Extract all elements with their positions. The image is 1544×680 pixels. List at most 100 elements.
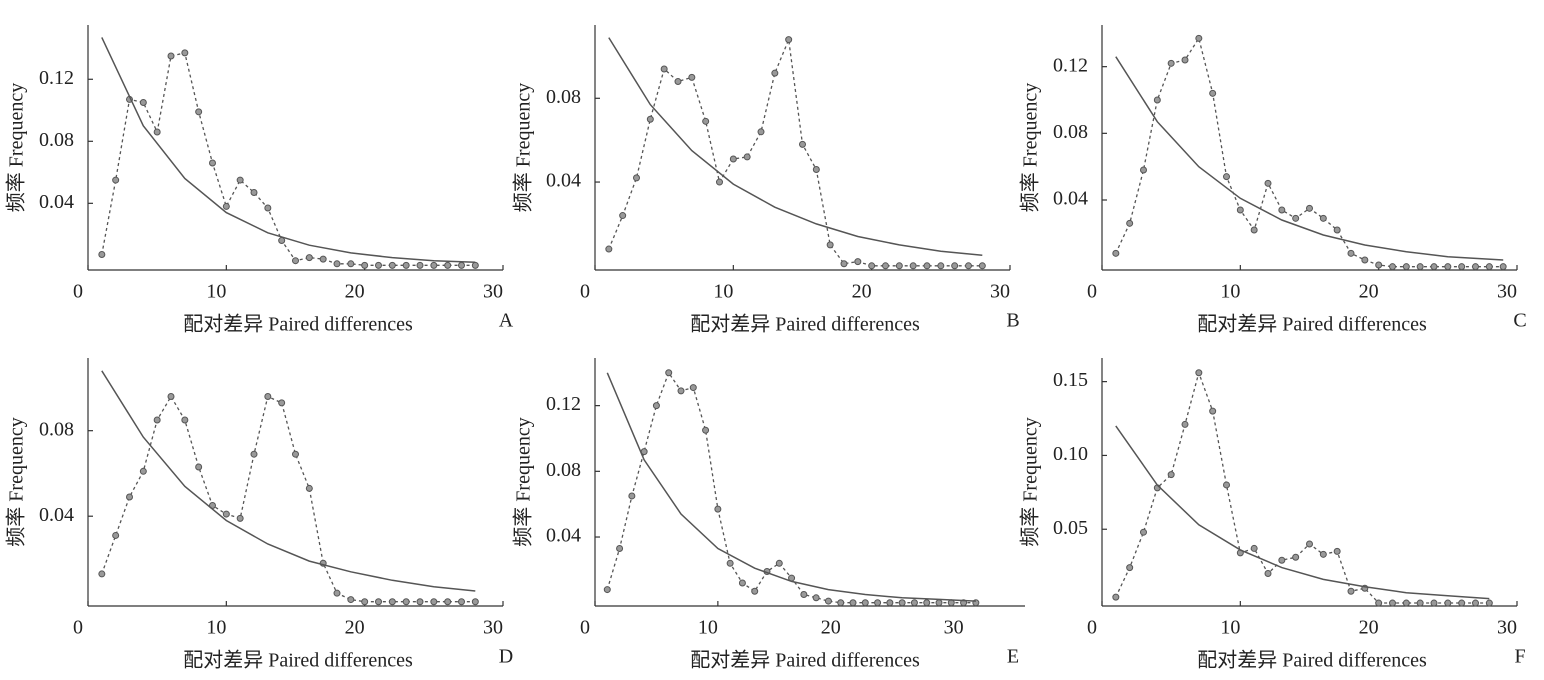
- dashed-line: [1115, 370, 1490, 604]
- data-point: [771, 69, 779, 77]
- data-point: [209, 159, 216, 167]
- data-point: [98, 570, 106, 578]
- data-point: [951, 262, 959, 270]
- data-point: [1140, 166, 1147, 174]
- data-point: [471, 598, 479, 606]
- data-point: [181, 49, 189, 57]
- data-point: [1402, 599, 1410, 607]
- data-point: [1347, 587, 1355, 595]
- data-point: [743, 153, 751, 161]
- data-point: [153, 128, 161, 136]
- data-point: [702, 117, 710, 125]
- data-point: [837, 599, 845, 607]
- panel: 0.04 0.08 0.12 0 10 20 30 配对差异 Paired differenc…: [5, 25, 514, 336]
- panel-label: F: [1514, 646, 1525, 668]
- panel: 0.04 0.08 0.12 0 10 20 30 配对差异 Paired differenc…: [1019, 25, 1527, 336]
- x-tick-label: 20: [852, 281, 872, 303]
- x-axis-label: 配对差异 Paired differences: [690, 649, 920, 672]
- data-point: [785, 36, 793, 44]
- data-point: [139, 467, 147, 475]
- data-point: [167, 52, 175, 60]
- data-point: [333, 260, 341, 268]
- x-tick-label: 30: [1497, 281, 1517, 303]
- data-point: [347, 596, 355, 604]
- data-point: [1319, 550, 1327, 558]
- data-point: [1499, 263, 1507, 271]
- data-point: [646, 115, 654, 123]
- data-point: [826, 241, 834, 249]
- fitted-curve: [1115, 56, 1504, 261]
- data-point: [402, 598, 410, 606]
- data-point: [1278, 206, 1286, 214]
- y-tick-label: 0.05: [1053, 517, 1088, 539]
- data-point: [824, 597, 832, 605]
- data-point: [1472, 263, 1479, 271]
- panel: 0.04 0.08 0 10 20 30 配对差异 Paired differences D 频…: [5, 358, 513, 672]
- panel-label: E: [1007, 646, 1019, 668]
- data-point: [965, 262, 972, 270]
- y-axis-label: 频率 Frequency: [5, 83, 28, 212]
- y-axis-label: 频率 Frequency: [512, 417, 535, 546]
- data-point: [319, 255, 327, 263]
- y-tick-label: 0.04: [546, 525, 581, 547]
- dashed-line: [608, 37, 983, 267]
- data-point: [1278, 556, 1286, 564]
- x-tick-label: 10: [713, 281, 733, 303]
- data-point: [112, 176, 120, 184]
- x-axis-label: 配对差异 Paired differences: [690, 313, 920, 336]
- panel-label: D: [499, 646, 513, 668]
- x-tick-label: 10: [698, 617, 718, 639]
- data-point: [1458, 263, 1466, 271]
- data-point: [1126, 219, 1134, 227]
- y-tick-label: 0.08: [39, 418, 74, 440]
- x-tick-label: 10: [1220, 281, 1240, 303]
- fitted-curve: [608, 37, 983, 257]
- fitted-curve: [1115, 425, 1490, 600]
- x-tick-label: 0: [580, 617, 590, 639]
- x-tick-label: 10: [206, 281, 226, 303]
- data-point: [1181, 56, 1189, 64]
- x-tick-label: 0: [1087, 617, 1097, 639]
- y-tick-label: 0.08: [546, 86, 581, 108]
- x-tick-label: 30: [483, 281, 503, 303]
- data-point: [458, 598, 465, 606]
- data-point: [775, 559, 783, 567]
- data-point: [978, 262, 986, 270]
- y-axis-label: 频率 Frequency: [1019, 83, 1042, 212]
- data-point: [619, 212, 627, 220]
- data-point: [264, 204, 272, 212]
- data-point: [250, 188, 258, 196]
- data-point: [689, 384, 697, 392]
- data-point: [1112, 249, 1120, 257]
- data-point: [854, 258, 862, 266]
- y-axis-label: 频率 Frequency: [5, 417, 28, 546]
- data-point: [1485, 263, 1493, 271]
- x-tick-label: 30: [1497, 617, 1517, 639]
- data-point: [665, 369, 673, 377]
- data-point: [416, 598, 424, 606]
- data-point: [1444, 599, 1452, 607]
- data-point: [935, 599, 943, 607]
- data-point: [195, 463, 203, 471]
- x-tick-label: 20: [821, 617, 841, 639]
- data-point: [1430, 263, 1438, 271]
- data-point: [1112, 593, 1120, 601]
- data-point: [153, 416, 161, 424]
- panel: 0.04 0.08 0 10 20 30 配对差异 Paired differences B 频…: [512, 25, 1020, 336]
- x-tick-label: 20: [345, 281, 365, 303]
- data-point: [236, 176, 244, 184]
- data-point: [702, 426, 710, 434]
- data-point: [375, 598, 382, 606]
- data-point: [222, 510, 230, 518]
- data-point: [416, 261, 424, 269]
- data-point: [1126, 564, 1134, 572]
- data-point: [278, 237, 286, 245]
- data-point: [868, 262, 876, 270]
- data-point: [305, 254, 313, 262]
- data-point: [388, 261, 396, 269]
- data-point: [1223, 481, 1230, 489]
- data-point: [1264, 570, 1272, 578]
- data-point: [898, 599, 906, 607]
- data-point: [430, 261, 438, 269]
